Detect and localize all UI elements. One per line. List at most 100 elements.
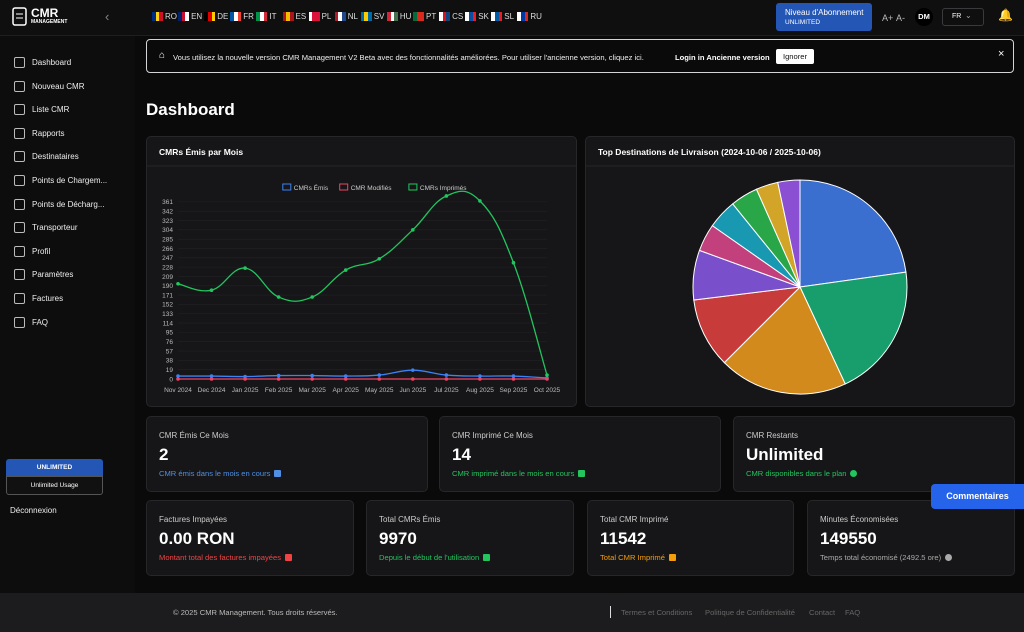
language-option[interactable]: NL	[347, 12, 358, 21]
data-point	[545, 377, 549, 381]
nav-item[interactable]: Rapports	[32, 128, 65, 138]
plan-badge: UNLIMITED	[6, 459, 103, 476]
avatar[interactable]: DM	[915, 8, 933, 26]
nav-icon	[14, 293, 25, 304]
language-option[interactable]: RU	[530, 12, 542, 21]
language-option[interactable]: FR	[243, 12, 254, 21]
logo-text: CMR	[31, 6, 59, 20]
y-tick-label: 0	[169, 376, 173, 383]
language-option[interactable]: SL	[504, 12, 515, 21]
y-tick-label: 285	[162, 236, 173, 243]
nav-item[interactable]: Paramètres	[32, 270, 74, 280]
flag	[152, 12, 164, 21]
pie-chart: Top Destinations de Livraison (2024-10-0…	[585, 147, 1015, 395]
language-option[interactable]: IT	[269, 12, 277, 21]
logo-subtext: MANAGEMENT	[31, 19, 68, 25]
y-tick-label: 323	[162, 218, 173, 225]
sidebar	[0, 36, 135, 593]
footer-link[interactable]: Contact	[809, 608, 836, 617]
ignore-button[interactable]: Ignorer	[776, 49, 814, 64]
y-tick-label: 171	[162, 292, 173, 299]
nav-item[interactable]: Destinataires	[32, 152, 79, 162]
x-tick-label: Feb 2025	[265, 387, 293, 394]
data-point	[276, 295, 281, 299]
series-line	[177, 369, 548, 379]
language-option[interactable]: DE	[217, 12, 229, 21]
footer-link[interactable]: FAQ	[845, 608, 861, 617]
data-point	[276, 377, 281, 381]
flag	[491, 12, 503, 21]
nav-item[interactable]: Profil	[32, 246, 51, 256]
logo-icon	[12, 7, 27, 26]
data-point	[209, 377, 214, 381]
nav-item[interactable]: Points de Chargem...	[32, 176, 108, 185]
stat-card: Factures Impayées 0.00 RON Montant total d…	[146, 500, 354, 576]
data-point	[478, 199, 482, 203]
y-tick-label: 190	[162, 283, 173, 290]
stat-label: Total CMRs Émis	[379, 515, 441, 524]
stat-label: CMR Imprimé Ce Mois	[452, 431, 533, 440]
feedback-button[interactable]: Commentaires	[931, 484, 1024, 509]
language-option[interactable]: PL	[321, 12, 332, 21]
language-option[interactable]: HU	[399, 12, 412, 21]
note-icon	[850, 470, 858, 477]
stat-value: 9970	[379, 529, 417, 548]
data-point	[209, 288, 214, 292]
language-option[interactable]: ES	[295, 12, 307, 21]
nav-item[interactable]: FAQ	[32, 317, 49, 327]
x-tick-label: Dec 2024	[198, 387, 226, 394]
font-increase[interactable]: A+	[882, 13, 894, 23]
legend-swatch	[408, 183, 418, 191]
nav-icon	[14, 127, 25, 139]
language-option[interactable]: RO	[165, 12, 177, 21]
y-tick-label: 342	[162, 208, 173, 215]
banner-link[interactable]: Login in Ancienne version	[675, 53, 770, 62]
language-option[interactable]: SV	[373, 12, 385, 21]
nav-item[interactable]: Nouveau CMR	[32, 81, 85, 91]
font-decrease[interactable]: A-	[896, 13, 905, 23]
logout[interactable]: Déconnexion	[10, 506, 57, 515]
nav-icon	[14, 245, 25, 257]
footer-link[interactable]: Politique de Confidentialité	[705, 608, 795, 617]
stat-note: CMR disponibles dans le plan	[746, 469, 858, 478]
data-point	[444, 373, 449, 377]
collapse-button[interactable]: ‹	[105, 9, 110, 24]
y-tick-label: 133	[162, 311, 173, 318]
y-tick-label: 114	[163, 320, 174, 327]
flag	[204, 12, 216, 21]
language-option[interactable]: PT	[426, 12, 437, 21]
footer-separator	[610, 606, 611, 618]
footer-link[interactable]: Termes et Conditions	[621, 608, 693, 617]
data-point	[343, 374, 348, 378]
x-tick-label: Apr 2025	[333, 387, 360, 394]
language-select[interactable]: FR ⌄	[942, 8, 984, 26]
data-point	[545, 373, 549, 377]
y-tick-label: 152	[162, 302, 173, 309]
stat-value: 11542	[600, 529, 647, 548]
nav-item[interactable]: Dashboard	[32, 58, 72, 67]
nav-icon	[14, 316, 25, 328]
legend-label: CMR Modifiés	[351, 185, 393, 192]
close-button[interactable]: ×	[998, 48, 1005, 60]
subscription-button[interactable]: Niveau d'Abonnement UNLIMITED	[776, 3, 872, 31]
language-option[interactable]: SK	[478, 12, 489, 21]
flag	[360, 12, 372, 21]
y-tick-label: 76	[166, 339, 174, 346]
nav-item[interactable]: Transporteur	[32, 223, 78, 233]
flag	[178, 12, 190, 21]
nav-item[interactable]: Points de Décharg...	[32, 199, 105, 209]
nav-item[interactable]: Liste CMR	[32, 105, 70, 115]
nav-item[interactable]: Factures	[32, 294, 64, 303]
data-point	[411, 377, 415, 381]
data-point	[176, 374, 180, 378]
notification-bell[interactable]: 🔔	[998, 8, 1013, 22]
line-chart: CMRs Émis par Mois 0 19 38 57 76 95 114 133 152 17…	[146, 147, 577, 394]
x-tick-label: Jul 2025	[434, 387, 459, 394]
nav-icon	[14, 175, 25, 186]
footer	[0, 593, 1024, 632]
flag	[386, 12, 398, 21]
language-option[interactable]: EN	[191, 12, 203, 21]
language-option[interactable]: CS	[452, 12, 464, 21]
note-icon	[274, 470, 282, 477]
